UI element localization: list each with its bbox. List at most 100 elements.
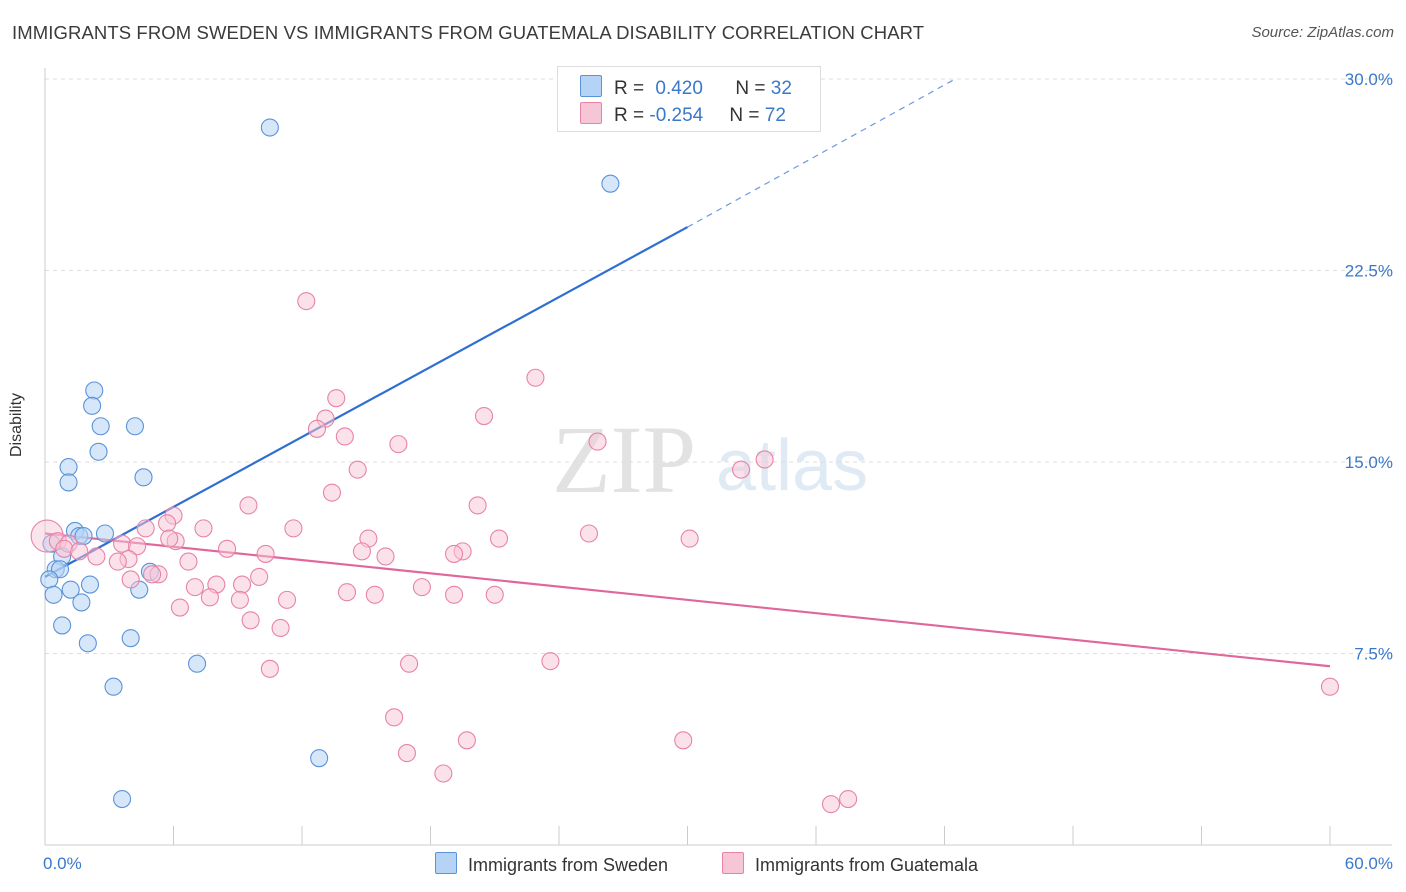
data-point-guatemala xyxy=(297,292,316,311)
data-point-sweden xyxy=(113,789,132,809)
data-point-guatemala xyxy=(158,514,177,533)
legend-swatch-sweden xyxy=(435,852,457,874)
data-point-guatemala xyxy=(277,590,297,609)
data-point-guatemala xyxy=(839,789,858,809)
data-point-guatemala xyxy=(445,585,464,604)
data-point-guatemala xyxy=(241,611,260,630)
legend-r-value: 0.420 xyxy=(655,78,703,99)
data-point-guatemala xyxy=(284,519,303,538)
x-tick-label: 0.0% xyxy=(43,854,82,873)
data-point-guatemala xyxy=(526,368,545,387)
legend-label-guatemala: Immigrants from Guatemala xyxy=(755,855,979,875)
data-point-guatemala xyxy=(397,744,416,763)
data-point-sweden xyxy=(59,458,78,477)
data-point-sweden xyxy=(44,585,63,604)
data-point-guatemala xyxy=(588,432,607,451)
data-point-sweden xyxy=(61,580,80,599)
data-point-sweden xyxy=(95,524,115,543)
data-point-sweden xyxy=(188,654,207,673)
data-point-guatemala xyxy=(348,460,367,479)
data-point-sweden xyxy=(104,677,123,696)
data-point-sweden xyxy=(125,417,144,436)
legend-item-guatemala: Immigrants from Guatemala xyxy=(722,852,978,876)
data-point-guatemala xyxy=(457,731,476,750)
data-point-sweden xyxy=(59,473,78,492)
legend-r-value: -0.254 xyxy=(649,105,704,126)
legend-swatch-sweden xyxy=(580,75,602,97)
data-point-guatemala xyxy=(434,764,453,783)
y-tick-label: 30.0% xyxy=(1345,70,1393,89)
data-point-guatemala xyxy=(194,519,213,538)
data-point-sweden xyxy=(74,526,93,546)
data-point-guatemala xyxy=(385,708,404,727)
correlation-legend: R = 0.420 N = 32 R = -0.254 N = 72 xyxy=(557,66,821,132)
chart-source: Source: ZipAtlas.com xyxy=(1251,24,1394,41)
data-point-guatemala xyxy=(87,547,106,566)
legend-n-value: 72 xyxy=(764,105,786,126)
data-point-guatemala xyxy=(389,435,408,454)
trend-line-sweden xyxy=(44,226,689,578)
legend-r-label: R = xyxy=(614,78,650,99)
data-point-sweden xyxy=(72,593,91,612)
legend-row-sweden: R = 0.420 N = 32 xyxy=(580,75,792,99)
legend-r-label: R = xyxy=(614,105,650,126)
y-axis-label: Disability xyxy=(8,392,25,457)
data-point-guatemala xyxy=(352,542,372,561)
data-point-guatemala xyxy=(250,567,269,586)
data-point-guatemala xyxy=(256,544,275,563)
data-point-guatemala xyxy=(108,552,127,571)
data-point-guatemala xyxy=(1320,677,1340,696)
chart-title: IMMIGRANTS FROM SWEDEN VS IMMIGRANTS FRO… xyxy=(12,22,925,43)
data-point-guatemala xyxy=(70,542,89,561)
legend-n-label: N = xyxy=(729,105,765,126)
data-point-guatemala xyxy=(143,565,162,584)
tick-labels: 7.5% 15.0% 22.5% 30.0% 0.0% 60.0% xyxy=(43,70,1393,873)
data-point-guatemala xyxy=(185,578,204,597)
data-point-guatemala xyxy=(170,598,189,617)
data-point-sweden xyxy=(80,575,100,594)
data-point-guatemala xyxy=(365,585,384,604)
data-point-guatemala xyxy=(55,539,74,558)
data-point-guatemala xyxy=(579,524,599,543)
data-point-guatemala xyxy=(412,578,431,597)
data-point-guatemala xyxy=(680,529,699,548)
series-sweden-points xyxy=(40,118,620,809)
legend-n-value: 32 xyxy=(770,78,792,99)
data-point-sweden xyxy=(85,381,104,400)
data-point-guatemala xyxy=(337,583,357,602)
data-point-guatemala xyxy=(230,590,249,609)
data-point-guatemala xyxy=(755,450,774,469)
data-point-guatemala xyxy=(217,539,237,558)
data-point-guatemala xyxy=(232,575,252,594)
data-point-guatemala xyxy=(445,544,464,563)
data-point-guatemala xyxy=(327,389,346,408)
trend-line-sweden-extension xyxy=(687,78,956,228)
data-point-sweden xyxy=(40,570,59,589)
data-point-guatemala xyxy=(128,537,147,556)
watermark-zip: ZIP xyxy=(552,406,696,513)
data-point-sweden xyxy=(91,417,110,436)
data-point-guatemala xyxy=(485,585,504,604)
data-point-sweden xyxy=(260,118,279,137)
data-point-guatemala xyxy=(400,654,419,673)
data-point-sweden xyxy=(601,174,620,193)
legend-n-label: N = xyxy=(735,78,771,99)
data-point-guatemala xyxy=(541,652,560,671)
data-point-sweden xyxy=(83,396,102,415)
data-point-guatemala xyxy=(674,731,693,750)
legend-item-sweden: Immigrants from Sweden xyxy=(435,852,668,876)
data-point-guatemala xyxy=(200,588,219,607)
data-point-guatemala xyxy=(271,618,290,638)
x-tick-label: 60.0% xyxy=(1345,854,1393,873)
y-tick-label: 22.5% xyxy=(1345,262,1393,281)
series-guatemala-points xyxy=(30,292,1340,814)
data-point-guatemala xyxy=(489,529,509,548)
data-point-guatemala xyxy=(307,419,327,438)
data-point-guatemala xyxy=(322,483,342,502)
legend-swatch-guatemala xyxy=(722,852,744,874)
y-tick-label: 15.0% xyxy=(1345,453,1393,472)
data-point-guatemala xyxy=(731,460,751,479)
data-point-guatemala xyxy=(260,659,279,678)
y-tick-label: 7.5% xyxy=(1354,645,1393,664)
